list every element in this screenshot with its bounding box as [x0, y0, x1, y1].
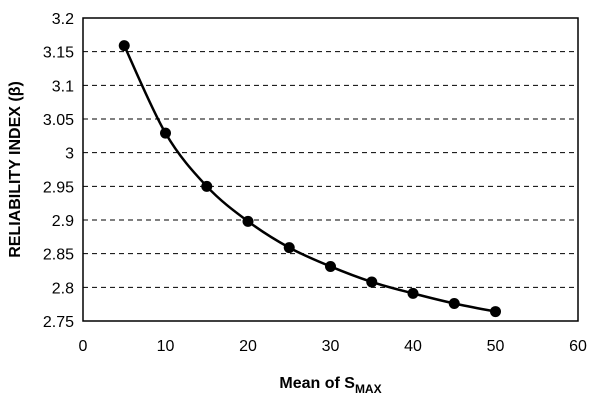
x-tick-label: 20 [239, 338, 257, 355]
data-point [242, 215, 254, 227]
data-point [490, 306, 501, 318]
x-axis-ticks: 0 10 20 30 40 50 60 [79, 338, 587, 355]
x-tick-label: 40 [404, 338, 422, 355]
y-tick-label: 2.9 [52, 213, 74, 230]
y-tick-label: 3.05 [43, 112, 74, 129]
x-tick-label: 50 [487, 338, 505, 355]
data-point [201, 180, 213, 192]
x-tick-label: 10 [157, 338, 175, 355]
x-axis-title-main: Mean of S [279, 375, 355, 392]
data-point [448, 297, 460, 309]
data-point [283, 242, 295, 254]
series-line [123, 45, 496, 313]
data-point [325, 260, 336, 272]
y-axis-ticks: 2.75 2.8 2.85 2.9 2.95 3 3.05 3.1 3.15 3.2 [43, 11, 74, 331]
y-tick-label: 2.85 [43, 247, 74, 264]
y-tick-label: 3.1 [52, 78, 74, 95]
x-axis-title-subscript: MAX [355, 382, 382, 396]
y-tick-label: 3.15 [43, 45, 74, 62]
data-point [160, 127, 171, 139]
series-group [118, 40, 501, 318]
data-point [407, 287, 419, 299]
y-tick-label: 3.2 [52, 11, 74, 28]
x-tick-label: 30 [322, 338, 340, 355]
x-tick-label: 60 [569, 338, 587, 355]
y-tick-label: 2.8 [52, 280, 74, 297]
y-tick-label: 2.75 [43, 314, 74, 331]
y-tick-label: 3 [65, 146, 74, 163]
x-tick-label: 0 [79, 338, 88, 355]
grid-lines [83, 51, 578, 288]
x-axis-title: Mean of SMAX [279, 375, 381, 396]
data-point [366, 276, 378, 288]
y-axis-title: RELIABILITY INDEX (β) [7, 81, 24, 258]
plot-area-border [82, 17, 579, 322]
y-tick-label: 2.95 [43, 179, 74, 196]
data-point [118, 40, 130, 52]
